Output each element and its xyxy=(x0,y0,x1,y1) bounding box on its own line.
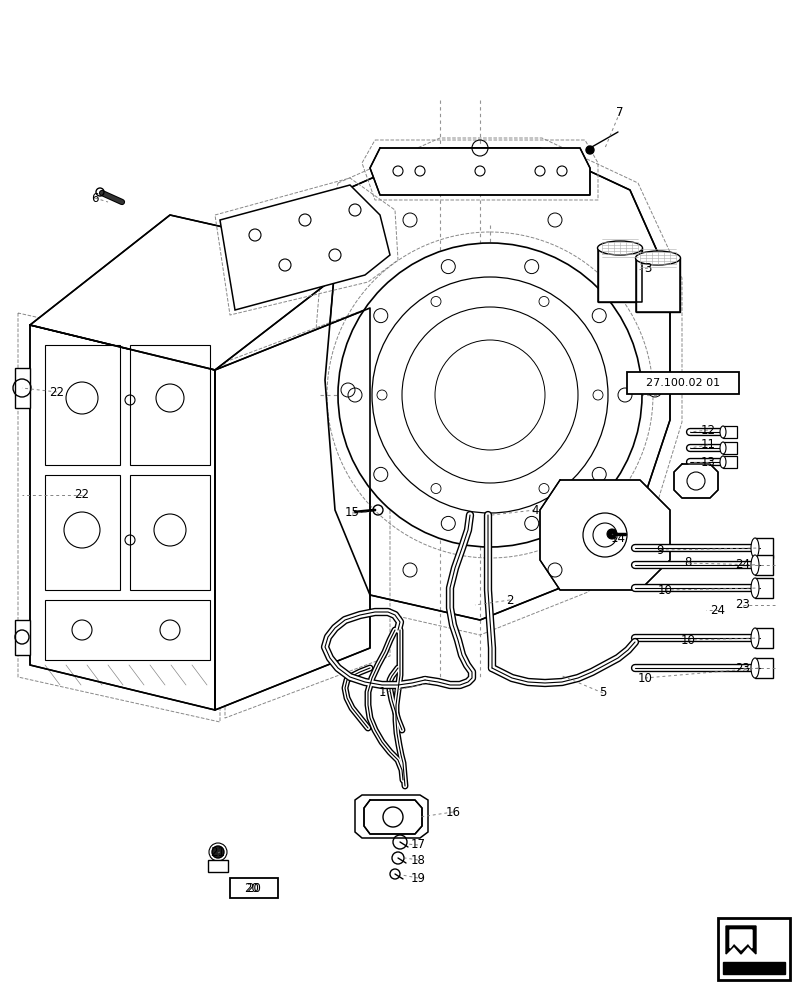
Text: 22: 22 xyxy=(74,488,90,502)
Text: 23: 23 xyxy=(735,662,751,674)
Text: 8: 8 xyxy=(684,556,692,570)
Text: 5: 5 xyxy=(600,686,607,700)
Polygon shape xyxy=(130,345,210,465)
Text: 11: 11 xyxy=(701,438,716,452)
Bar xyxy=(718,918,790,980)
Text: 22: 22 xyxy=(49,385,65,398)
Text: 18: 18 xyxy=(410,854,426,866)
Ellipse shape xyxy=(597,241,642,255)
Polygon shape xyxy=(325,148,670,620)
Ellipse shape xyxy=(636,251,680,265)
Polygon shape xyxy=(355,795,428,838)
Bar xyxy=(723,962,785,974)
Polygon shape xyxy=(220,185,390,310)
Polygon shape xyxy=(45,475,120,590)
Ellipse shape xyxy=(751,628,759,648)
Text: 12: 12 xyxy=(701,424,716,436)
Text: 24: 24 xyxy=(735,558,751,572)
Text: 3: 3 xyxy=(644,261,652,274)
Ellipse shape xyxy=(720,442,726,454)
Text: 1: 1 xyxy=(378,686,385,700)
Circle shape xyxy=(586,146,594,154)
Ellipse shape xyxy=(751,538,759,558)
Text: 6: 6 xyxy=(91,192,99,205)
Text: 7: 7 xyxy=(617,105,624,118)
Bar xyxy=(627,372,739,394)
Bar xyxy=(723,442,737,454)
Polygon shape xyxy=(726,926,756,954)
Polygon shape xyxy=(45,345,120,465)
Circle shape xyxy=(212,846,224,858)
Text: 9: 9 xyxy=(656,544,663,556)
Text: 15: 15 xyxy=(344,506,360,520)
Polygon shape xyxy=(370,148,590,195)
Polygon shape xyxy=(45,600,210,660)
Text: 23: 23 xyxy=(735,598,751,611)
Polygon shape xyxy=(636,258,680,312)
Bar xyxy=(208,860,228,872)
Ellipse shape xyxy=(751,658,759,678)
Polygon shape xyxy=(540,480,670,590)
Bar xyxy=(755,555,773,575)
Polygon shape xyxy=(730,930,752,950)
Polygon shape xyxy=(598,248,642,302)
Bar xyxy=(755,578,773,598)
Text: 17: 17 xyxy=(410,838,426,852)
Ellipse shape xyxy=(751,578,759,598)
Text: 24: 24 xyxy=(710,603,726,616)
Text: 10: 10 xyxy=(638,672,652,684)
Bar xyxy=(755,628,773,648)
Polygon shape xyxy=(130,475,210,590)
Text: 19: 19 xyxy=(410,871,426,884)
Text: 10: 10 xyxy=(658,584,672,596)
Bar xyxy=(230,878,278,898)
Text: 2: 2 xyxy=(507,593,514,606)
Ellipse shape xyxy=(720,456,726,468)
Circle shape xyxy=(607,529,617,539)
Polygon shape xyxy=(30,325,215,710)
Polygon shape xyxy=(15,620,30,655)
Polygon shape xyxy=(364,800,422,834)
Polygon shape xyxy=(215,308,370,710)
Polygon shape xyxy=(674,464,718,498)
Text: 4: 4 xyxy=(531,504,539,516)
Text: 14: 14 xyxy=(611,532,625,544)
Text: 13: 13 xyxy=(701,456,715,468)
Circle shape xyxy=(338,243,642,547)
Ellipse shape xyxy=(720,426,726,438)
Polygon shape xyxy=(15,368,30,408)
Text: 20: 20 xyxy=(245,882,259,894)
Polygon shape xyxy=(30,215,360,370)
Text: 21: 21 xyxy=(211,846,225,859)
Bar xyxy=(755,658,773,678)
Bar xyxy=(723,426,737,438)
Ellipse shape xyxy=(751,555,759,575)
Text: 27.100.02 01: 27.100.02 01 xyxy=(646,378,720,388)
Bar xyxy=(723,456,737,468)
Text: 20: 20 xyxy=(246,882,262,894)
Text: 10: 10 xyxy=(680,634,696,647)
Bar xyxy=(755,538,773,558)
Text: 16: 16 xyxy=(445,806,461,818)
